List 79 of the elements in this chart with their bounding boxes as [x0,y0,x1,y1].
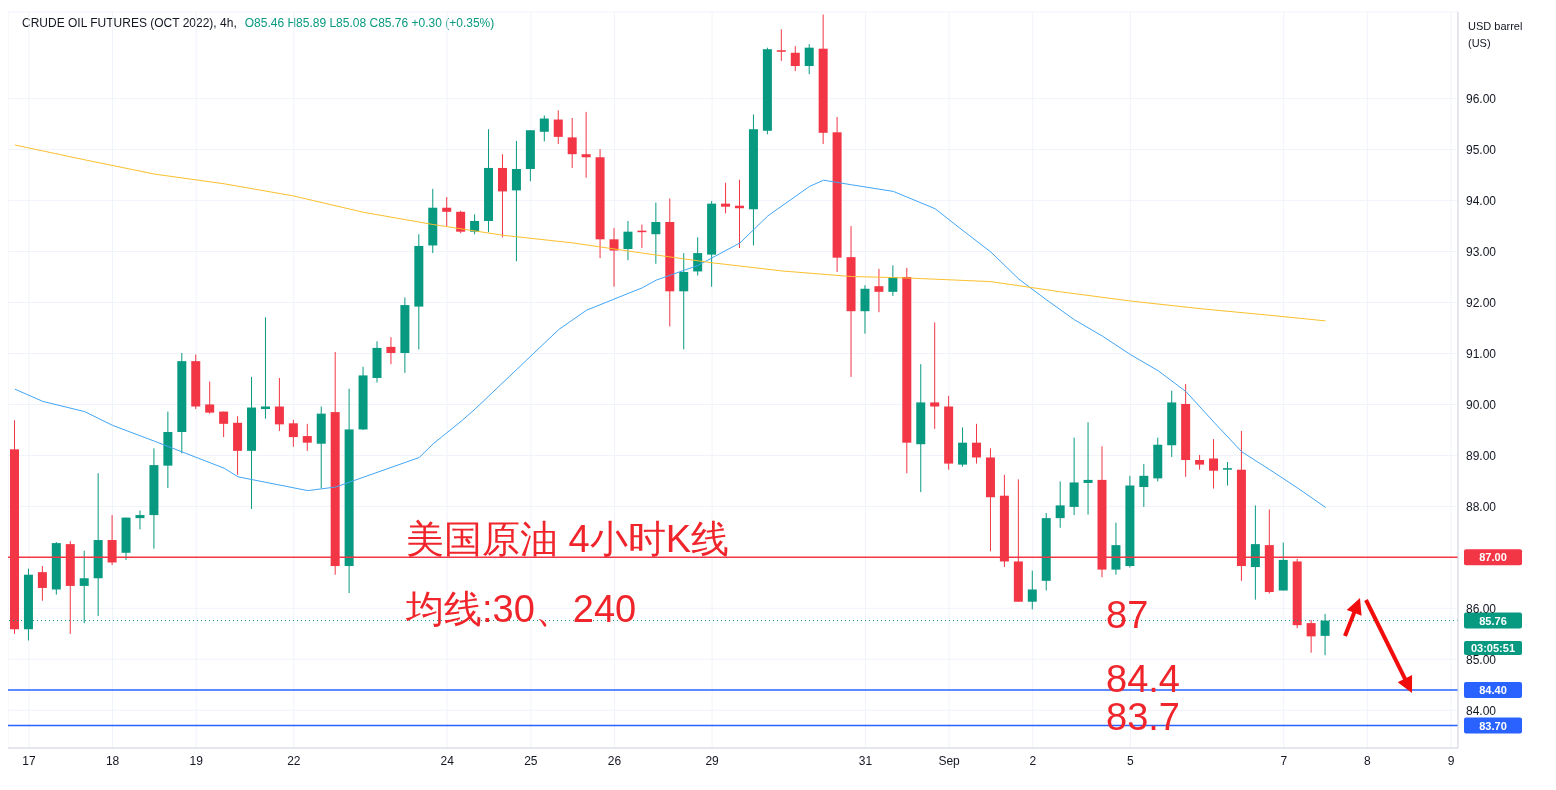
x-tick-label: 19 [189,753,204,768]
candlestick [470,213,480,235]
annotation: 均线:30、240 [406,588,637,630]
y-tick-label: 93.00 [1466,244,1497,259]
x-tick-label: 18 [105,753,120,768]
candlestick [539,114,549,142]
candlestick [567,117,577,169]
x-tick-label: 26 [607,753,622,768]
ref-line-label: 87.00 [1479,551,1507,564]
candlestick [1139,463,1149,508]
candlestick [581,111,591,179]
y-tick-label: 95.00 [1466,142,1497,157]
candlestick [930,321,940,430]
line-series [14,179,1327,508]
candlestick [790,45,800,72]
candlestick [135,509,145,530]
candlestick [1027,570,1037,610]
x-tick-label: 29 [705,753,720,768]
x-tick-label: 2 [1029,753,1037,768]
candlestick [1055,480,1065,529]
candlestick [497,153,507,238]
x-tick-label: 31 [858,753,873,768]
candlestick [721,182,731,214]
candlestick [776,28,786,62]
x-tick-label: Sep [938,753,961,768]
candlestick [288,419,298,448]
candlestick [651,202,661,265]
ref-line-label: 85.76 [1479,614,1507,627]
ref-line-label: 83.70 [1479,719,1507,732]
y-tick-label: 90.00 [1466,397,1497,412]
y-tick-label: 96.00 [1466,91,1497,106]
annotation: 美国原油 4小时K线 [406,518,730,560]
candlestick [888,264,898,297]
chart-subtitle: O85.46 H85.89 L85.08 C85.76 +0.30 (+0.35%) [244,16,495,30]
candlestick [804,43,814,75]
candlestick [1083,421,1093,516]
x-tick-label: 8 [1364,753,1372,768]
x-tick-label: 22 [287,753,301,768]
y-tick-label: 85.00 [1466,652,1497,667]
y-axis-title: USD barrel (US) [1468,18,1538,52]
x-tick-label: 24 [440,753,455,768]
candlestick [274,377,284,432]
candlestick [623,220,633,261]
candlestick [456,210,466,234]
y-tick-label: 91.00 [1466,346,1497,361]
y-tick-label: 94.00 [1466,193,1497,208]
candlestick [1222,461,1232,487]
candlestick [219,411,229,438]
candlestick [511,140,521,262]
candlestick [958,426,968,468]
x-tick-label: 9 [1447,753,1455,768]
candlestick [553,109,563,145]
x-tick-label: 7 [1280,753,1288,768]
candlestick [302,423,312,452]
candlestick [679,252,689,350]
y-tick-label: 89.00 [1466,448,1497,463]
candlestick [205,381,215,415]
line-series [14,144,1327,322]
chart-title: CRUDE OIL FUTURES (OCT 2022), 4h, [22,16,237,30]
candlestick [972,423,982,465]
candlestick [874,268,884,313]
y-tick-label: 92.00 [1466,295,1497,310]
y-tick-label: 84.00 [1466,703,1497,718]
candlestick [609,227,619,288]
candlestick [37,565,47,602]
x-tick-label: 5 [1127,753,1135,768]
candlestick [1250,504,1260,601]
x-tick-label: 25 [524,753,538,768]
candlestick [442,196,452,227]
candlestick [1209,438,1219,490]
ref-line-label: 84.40 [1479,683,1507,696]
text: 03:05:51 [1464,641,1522,655]
candlestick [386,336,396,365]
x-tick-label: 17 [22,753,36,768]
candlestick [860,284,870,335]
y-tick-label: 86.00 [1466,601,1497,616]
candlestick [1306,619,1316,654]
y-tick-label: 88.00 [1466,499,1497,514]
annotation: 87 [1106,594,1149,636]
